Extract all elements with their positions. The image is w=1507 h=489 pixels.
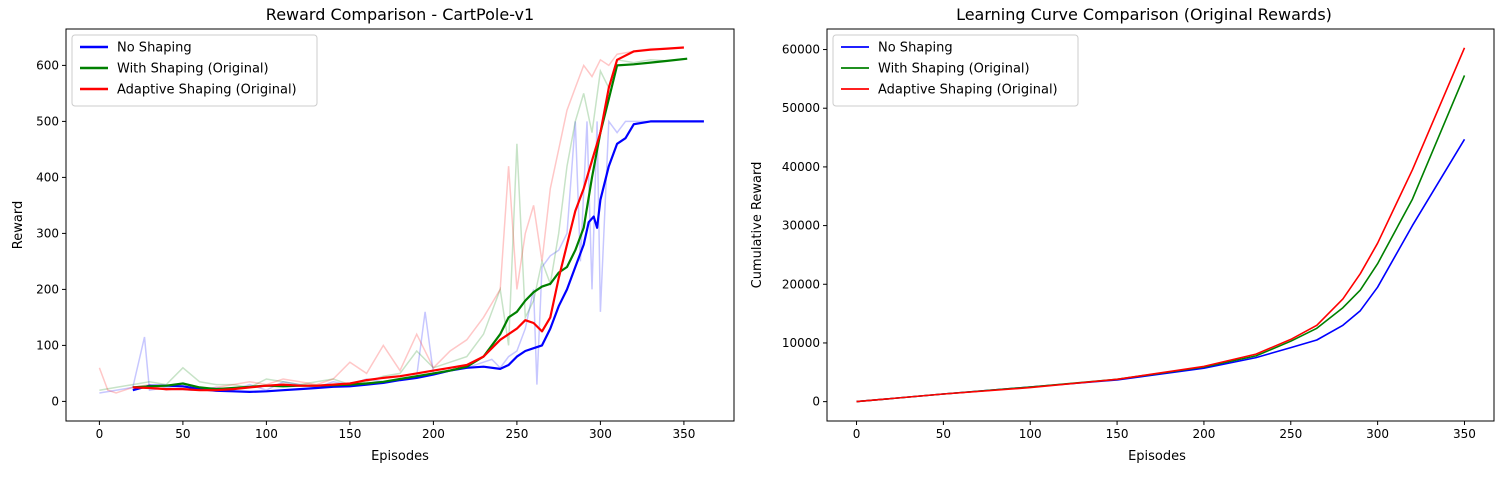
y-tick-label: 60000 — [782, 43, 820, 57]
x-tick-label: 50 — [936, 427, 951, 441]
raw-reward-line — [99, 57, 684, 391]
axes-frame-left — [65, 28, 735, 422]
x-axis-label-left: Episodes — [371, 449, 429, 464]
x-tick-label: 200 — [422, 427, 445, 441]
x-tick-label: 0 — [853, 427, 861, 441]
x-tick-label: 350 — [672, 427, 695, 441]
x-tick-label: 200 — [1192, 427, 1215, 441]
y-axis-label-right: Cumulative Reward — [750, 162, 765, 289]
legend-label: No Shaping — [117, 41, 192, 56]
plot-area-left: 0 50 100 150 200 250 300 350 0 100 200 300 400 500 600 — [36, 46, 704, 441]
x-tick-label: 100 — [255, 427, 278, 441]
y-tick-label: 50000 — [782, 101, 820, 115]
x-tick-label: 300 — [1366, 427, 1389, 441]
x-tick-label: 150 — [1106, 427, 1129, 441]
learning-curve-chart: Learning Curve Comparison (Original Rewa… — [750, 5, 1495, 464]
y-tick-label: 400 — [36, 170, 59, 184]
cumulative-reward-line — [856, 75, 1466, 403]
axes-frame-right — [826, 28, 1495, 422]
y-tick-label: 10000 — [782, 336, 820, 350]
legend-label: No Shaping — [878, 41, 953, 56]
y-tick-label: 30000 — [782, 219, 820, 233]
y-tick-label: 0 — [812, 395, 820, 409]
y-tick-label: 20000 — [782, 277, 820, 291]
x-tick-label: 100 — [1019, 427, 1042, 441]
y-tick-label: 300 — [36, 226, 59, 240]
y-tick-label: 600 — [36, 58, 59, 72]
chart-title-right: Learning Curve Comparison (Original Rewa… — [956, 5, 1332, 24]
legend-box — [832, 34, 1079, 107]
legend-label: Adaptive Shaping (Original) — [117, 83, 297, 98]
legend-label: Adaptive Shaping (Original) — [878, 83, 1058, 98]
y-tick-label: 40000 — [782, 160, 820, 174]
x-tick-label: 250 — [1279, 427, 1302, 441]
legend-box — [71, 34, 318, 107]
plot-area-right: 0 50 100 150 200 250 300 350 0 10000 20000 30000 400… — [782, 43, 1476, 441]
x-tick-label: 250 — [505, 427, 528, 441]
y-tick-label: 200 — [36, 282, 59, 296]
legend-left: No Shaping With Shaping (Original) Adaptiv… — [71, 34, 318, 107]
legend-label: With Shaping (Original) — [878, 62, 1030, 77]
x-tick-label: 350 — [1453, 427, 1476, 441]
legend-right: No Shaping With Shaping (Original) Adaptiv… — [832, 34, 1079, 107]
y-tick-label: 0 — [51, 394, 59, 408]
moving-average-line — [132, 46, 684, 392]
reward-comparison-chart: Reward Comparison - CartPole-v1 0 50 100 15… — [11, 5, 735, 464]
legend-label: With Shaping (Original) — [117, 62, 269, 77]
raw-reward-line — [99, 119, 704, 394]
y-tick-label: 500 — [36, 114, 59, 128]
x-axis-label-right: Episodes — [1128, 449, 1186, 464]
cumulative-reward-line — [856, 47, 1466, 403]
moving-average-line — [132, 120, 704, 393]
y-tick-label: 100 — [36, 338, 59, 352]
y-axis-label-left: Reward — [11, 201, 26, 249]
x-tick-label: 50 — [175, 427, 190, 441]
x-tick-label: 0 — [96, 427, 104, 441]
x-tick-label: 150 — [338, 427, 361, 441]
x-tick-label: 300 — [589, 427, 612, 441]
chart-title-left: Reward Comparison - CartPole-v1 — [266, 5, 534, 24]
